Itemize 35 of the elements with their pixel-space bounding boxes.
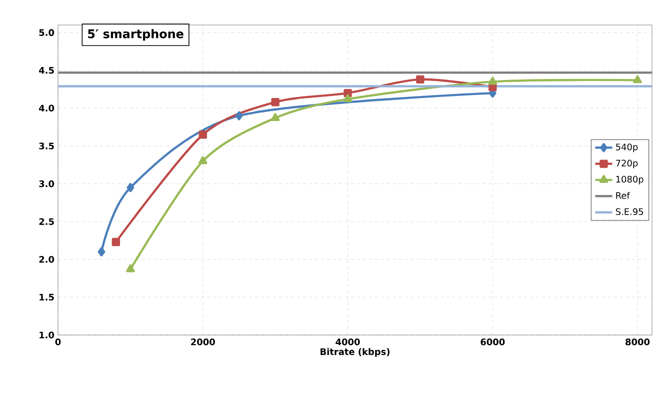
y-tick-label: 5.0	[39, 29, 54, 36]
x-tick-label: 6000	[480, 338, 505, 346]
x-tick-label: 0	[55, 338, 61, 346]
y-tick-label: 1.5	[40, 294, 54, 301]
x-tick-label: 4000	[336, 338, 360, 346]
legend-label: Ref	[616, 192, 630, 199]
y-tick-label: 4.5	[39, 67, 54, 74]
y-tick-label: 2.0	[39, 256, 54, 263]
point	[633, 75, 642, 84]
legend-label: 1080p	[616, 176, 644, 184]
x-tick-label: 8000	[626, 338, 650, 346]
y-tick-label: 3.5	[39, 142, 54, 150]
legend-label: S.E.95	[616, 208, 644, 216]
chart-title: 5′ smartphone	[88, 29, 184, 41]
legend-label: 540p	[616, 144, 638, 152]
y-tick-label: 1.0	[40, 332, 54, 338]
y-tick-label: 4.0	[39, 104, 54, 112]
point	[416, 75, 424, 84]
x-tick-label: 2000	[191, 338, 215, 346]
point	[198, 156, 208, 164]
point	[270, 113, 280, 121]
y-tick-label: 2.5	[39, 218, 54, 225]
point	[235, 111, 243, 120]
y-tick-label: 3.0	[39, 180, 54, 188]
legend-label: 720p	[616, 160, 638, 168]
point	[112, 238, 120, 246]
point	[198, 130, 207, 139]
point	[98, 247, 106, 256]
point	[126, 264, 135, 272]
x-axis-title: Bitrate (kbps)	[320, 348, 390, 357]
point	[488, 76, 498, 85]
point	[344, 88, 352, 98]
point	[271, 98, 280, 106]
point	[343, 94, 352, 102]
point	[126, 182, 134, 192]
